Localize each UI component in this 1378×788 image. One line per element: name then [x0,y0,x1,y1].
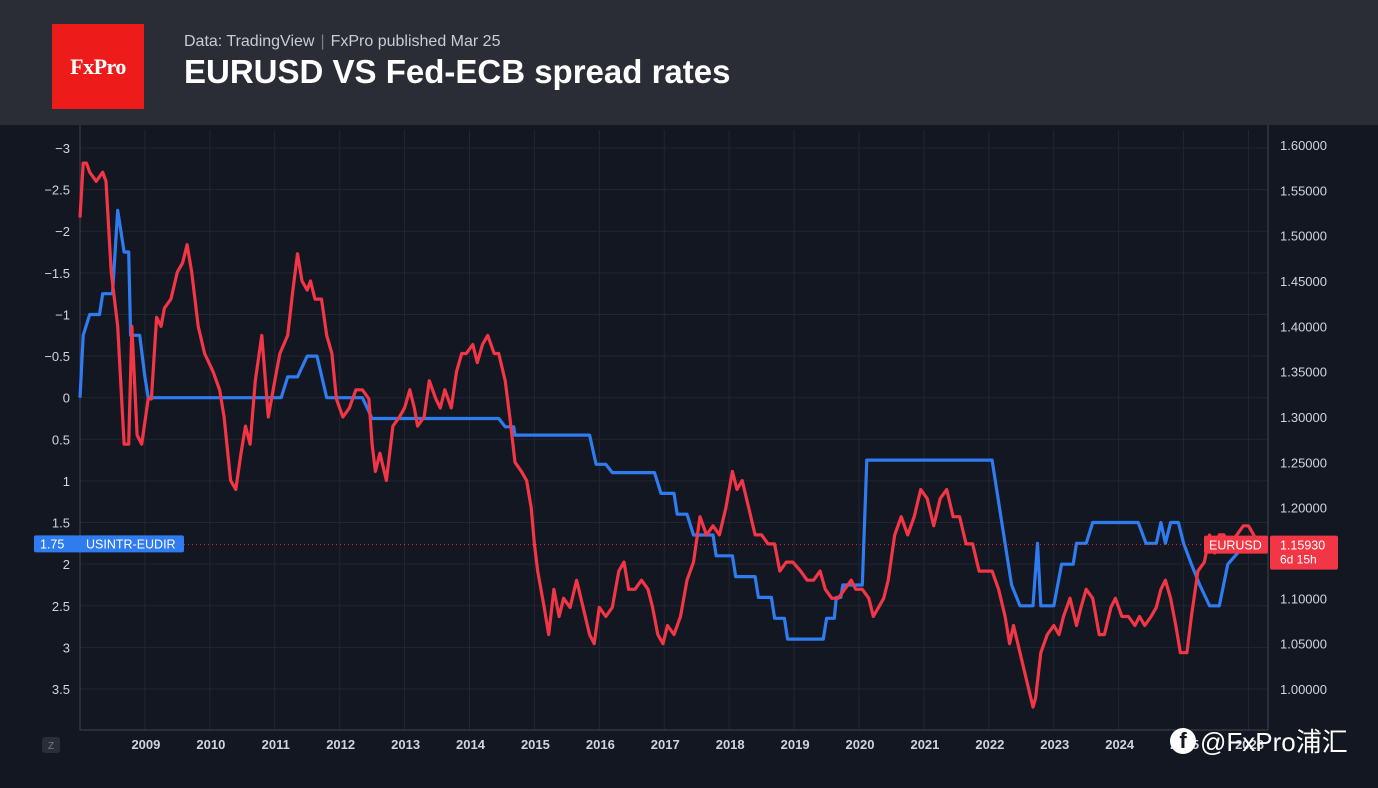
left-y-tick-label: 1 [63,474,70,489]
left-y-tick-label: 0 [63,391,70,406]
usintr-eudir-line [78,208,1259,641]
data-source-label: Data: TradingView [184,33,315,50]
x-tick-label: 2016 [586,737,615,752]
right-y-tick-label: 1.55000 [1280,183,1327,198]
right-y-tick-label: 1.05000 [1280,637,1327,652]
left-y-tick-label: −2 [55,224,70,239]
fxpro-logo: FxPro [52,24,144,109]
left-y-tick-label: 3.5 [52,682,70,697]
header-bar: FxPro Data: TradingView | FxPro published … [0,0,1378,125]
x-tick-label: 2023 [1040,737,1069,752]
x-tick-label: 2012 [326,737,355,752]
right-y-tick-label: 1.35000 [1280,365,1327,380]
left-y-tick-label: 2 [63,557,70,572]
usintr-eudir-value-badge [34,535,184,553]
x-tick-label: 2010 [196,737,225,752]
eurusd-value-badge [1270,535,1338,570]
axis-mode-label[interactable]: Z [48,741,54,752]
x-tick-label: 2026 [1235,737,1264,752]
right-y-tick-label: 1.25000 [1280,455,1327,470]
left-y-tick-label: −1 [55,307,70,322]
right-y-tick-label: 1.40000 [1280,319,1327,334]
left-y-tick-label: −0.5 [44,349,70,364]
usintr-eudir-series-name: USINTR-EUDIR [86,537,176,551]
eurusd-series-name: EURUSD [1209,539,1262,553]
left-y-tick-label: 2.5 [52,599,70,614]
left-y-tick-label: 1.5 [52,516,70,531]
eurusd-last-value: 1.15930 [1280,539,1325,553]
separator: | [320,33,325,50]
right-y-tick-label: 1.00000 [1280,682,1327,697]
right-y-tick-label: 1.60000 [1280,138,1327,153]
axis-mode-badge[interactable] [42,737,60,753]
left-y-tick-label: 3 [63,640,70,655]
left-y-tick-label: 0.5 [52,432,70,447]
right-y-tick-label: 1.30000 [1280,410,1327,425]
right-y-tick-label: 1.10000 [1280,591,1327,606]
x-tick-label: 2020 [846,737,875,752]
x-tick-label: 2009 [131,737,160,752]
eurusd-countdown: 6d 15h [1280,553,1317,567]
x-tick-label: 2019 [781,737,810,752]
x-tick-label: 2021 [910,737,939,752]
x-tick-label: 2015 [521,737,550,752]
facebook-icon: f [1170,727,1196,754]
left-y-tick-label: −1.5 [44,266,70,281]
watermark-text: @FxPro浦汇 [1200,727,1348,757]
chart-area[interactable]: 2009 2010 2011 2012 2013 2014 2015 2016 2017 2018… [0,125,1378,788]
x-tick-label: 2014 [456,737,486,752]
right-y-tick-label: 1.50000 [1280,229,1327,244]
x-tick-label: 2013 [391,737,420,752]
left-y-tick-label: −2.5 [44,183,70,198]
x-tick-label: 2024 [1105,737,1135,752]
x-tick-label: 2017 [651,737,680,752]
left-y-tick-label: −3 [55,141,70,156]
eurusd-name-badge [1204,535,1268,554]
x-tick-label: 2018 [716,737,745,752]
right-y-tick-label: 1.20000 [1280,501,1327,516]
watermark: f @FxPro浦汇 [1170,722,1348,759]
usintr-eudir-last-value: 1.75 [40,537,64,551]
chart-source: Data: TradingView | FxPro published Mar 25 [184,33,500,51]
chart-title: EURUSD VS Fed-ECB spread rates [184,53,731,90]
x-tick-label: 2011 [262,737,290,752]
x-tick-label: 2022 [975,737,1004,752]
right-y-tick-label: 1.45000 [1280,274,1327,289]
eurusd-line [78,161,1260,709]
published-label: FxPro published Mar 25 [330,33,501,50]
